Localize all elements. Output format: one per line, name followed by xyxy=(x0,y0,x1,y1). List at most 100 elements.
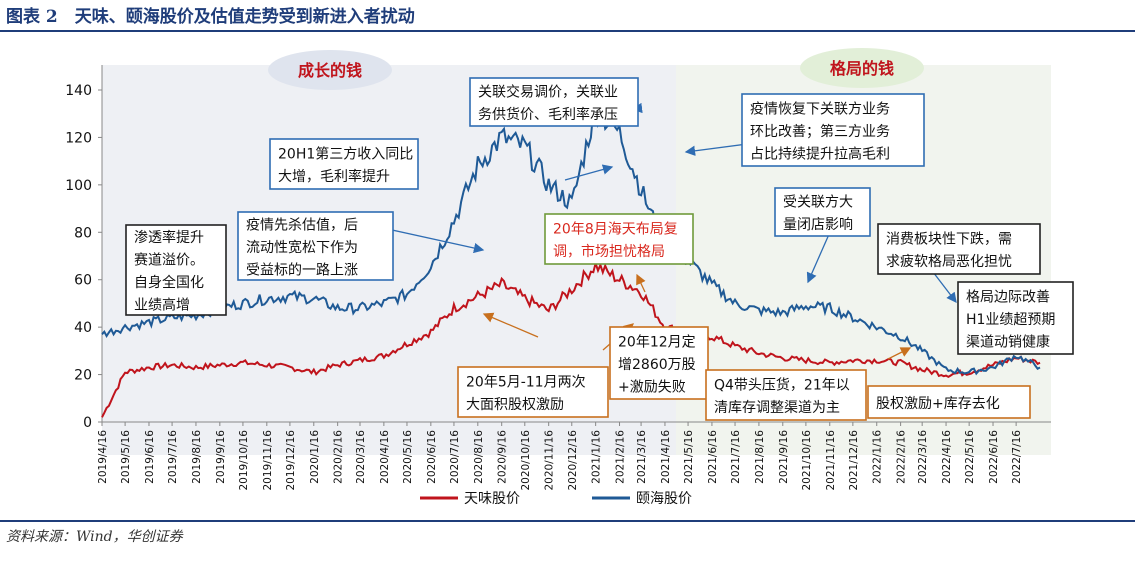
phase-bubble-pattern xyxy=(800,48,924,88)
x-tick-label: 2020/6/16 xyxy=(426,430,438,484)
annotation-arrow xyxy=(636,273,646,293)
x-tick-label: 2019/12/16 xyxy=(285,430,297,491)
source-rule xyxy=(0,520,1135,522)
x-tick-label: 2021/1/16 xyxy=(591,430,603,484)
annotation-text: 调，市场担忧格局 xyxy=(553,243,665,260)
annotation-text: 20年12月定 xyxy=(618,334,696,350)
annotation-box xyxy=(609,326,709,400)
annotation-arrow xyxy=(564,164,614,181)
y-ticks: 0 20 40 60 80 100 120 140 xyxy=(65,83,102,431)
annotation-text: 关联交易调价，关联业 xyxy=(478,84,618,101)
x-tick-label: 2019/10/16 xyxy=(238,430,250,491)
x-tick-label: 2019/7/16 xyxy=(167,430,179,484)
annotation-text: 疫情恢复下关联方业务 xyxy=(750,100,890,117)
y-tick-label: 60 xyxy=(74,273,92,289)
series-line-tianwei xyxy=(101,259,1041,418)
x-tick-label: 2020/11/16 xyxy=(544,430,556,491)
figure-title: 图表 2 天味、颐海股价及估值走势受到新进入者扰动 xyxy=(6,7,415,27)
x-tick-label: 2019/4/16 xyxy=(97,430,109,484)
x-tick-label: 2020/12/16 xyxy=(567,430,579,491)
annotation-text: 环比改善；第三方业务 xyxy=(750,123,890,140)
annotation-box xyxy=(469,77,639,127)
x-tick-label: 2021/11/16 xyxy=(825,430,837,491)
x-tick-label: 2022/4/16 xyxy=(941,430,953,484)
y-tick-label: 20 xyxy=(74,368,92,384)
x-tick-label: 2021/12/16 xyxy=(848,430,860,491)
x-tick-label: 2021/8/16 xyxy=(754,430,766,484)
annotation-text: 流动性宽松下作为 xyxy=(246,239,358,256)
x-tick-label: 2020/8/16 xyxy=(473,430,485,484)
x-tick-label: 2020/1/16 xyxy=(309,430,321,484)
annotation-box xyxy=(877,223,1041,275)
phase-label: 格局的钱 xyxy=(830,59,894,78)
y-tick-label: 100 xyxy=(65,178,92,194)
annotation-text: 自身全国化 xyxy=(134,274,204,291)
legend: 天味股价 颐海股价 xyxy=(420,491,692,507)
y-tick-label: 40 xyxy=(74,320,92,336)
legend-label: 天味股价 xyxy=(464,491,520,507)
annotation-text: H1业绩超预期 xyxy=(966,312,1055,328)
x-tick-label: 2021/6/16 xyxy=(707,430,719,484)
annotation-text: 20H1第三方收入同比 xyxy=(278,146,413,163)
phase-bubbles: 成长的钱 格局的钱 xyxy=(268,48,924,90)
x-tick-label: 2021/2/16 xyxy=(615,430,627,484)
annotation-text: 清库存调整渠道为主 xyxy=(714,400,840,416)
phase-bubble-growth xyxy=(268,50,392,90)
x-tick-label: 2020/9/16 xyxy=(497,430,509,484)
title-rule xyxy=(0,30,1135,32)
x-tick-label: 2021/3/16 xyxy=(636,430,648,484)
x-tick-label: 2019/8/16 xyxy=(191,430,203,484)
annotation-text: 受关联方大 xyxy=(783,195,853,211)
annotation-text: 渗透率提升 xyxy=(134,229,204,246)
annotation-text: 格局边际改善 xyxy=(966,289,1050,305)
legend-label: 颐海股价 xyxy=(636,491,692,507)
x-ticks: 2019/4/16 2019/5/16 2019/6/16 2019/7/16 2019… xyxy=(97,422,1023,491)
annotation-text: 受益标的一路上涨 xyxy=(246,262,358,278)
x-tick-label: 2022/1/16 xyxy=(872,430,884,484)
annotation-boxes: 渗透率提升赛道溢价。自身全国化业绩高增疫情先杀估值，后流动性宽松下作为受益标的一… xyxy=(125,77,1074,421)
annotation-text: 务供货价、毛利率承压 xyxy=(478,106,618,123)
annotation-box xyxy=(125,224,227,316)
annotation-arrow xyxy=(482,312,539,338)
annotation-equity-destock: 股权激励+库存去化 xyxy=(867,385,1031,419)
annotation-box xyxy=(957,281,1074,355)
series-lines xyxy=(101,103,1041,418)
annotation-text: 消费板块性下跌，需 xyxy=(886,232,1012,248)
x-tick-label: 2021/9/16 xyxy=(778,430,790,484)
y-tick-label: 0 xyxy=(83,415,92,431)
annotation-box xyxy=(705,369,867,421)
annotation-text: Q4带头压货，21年以 xyxy=(714,377,850,394)
x-tick-label: 2021/7/16 xyxy=(730,430,742,484)
x-tick-label: 2021/5/16 xyxy=(683,430,695,484)
x-tick-label: 2020/3/16 xyxy=(355,430,367,484)
x-tick-label: 2020/10/16 xyxy=(520,430,532,491)
x-tick-label: 2019/9/16 xyxy=(215,430,227,484)
annotation-text: 20年8月海天布局复 xyxy=(553,221,678,238)
series-line-yihai xyxy=(101,103,1041,376)
annotation-text: 求疲软格局恶化担忧 xyxy=(886,253,1012,270)
annotation-arrow xyxy=(887,347,912,360)
x-tick-label: 2019/6/16 xyxy=(144,430,156,484)
x-tick-label: 2021/4/16 xyxy=(660,430,672,484)
annotation-text: 大增，毛利率提升 xyxy=(278,168,390,185)
x-tick-label: 2020/7/16 xyxy=(449,430,461,484)
x-tick-label: 2022/3/16 xyxy=(917,430,929,484)
annotation-box xyxy=(774,187,871,237)
y-tick-label: 80 xyxy=(74,225,92,241)
annotation-box xyxy=(544,213,694,265)
x-tick-label: 2020/5/16 xyxy=(402,430,414,484)
annotation-text: +激励失败 xyxy=(618,378,686,395)
